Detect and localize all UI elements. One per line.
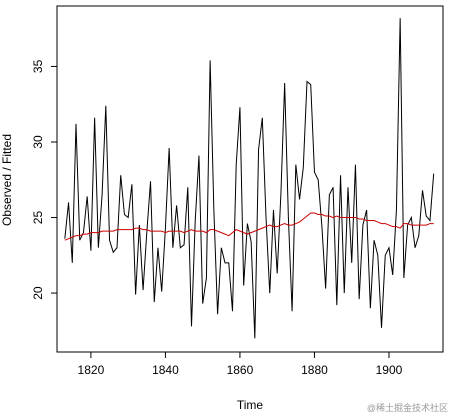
x-tick-label: 1860 — [227, 363, 254, 377]
x-axis-label: Time — [237, 398, 264, 412]
x-tick-label: 1880 — [301, 363, 328, 377]
y-tick-label: 20 — [31, 286, 45, 300]
series-line — [64, 18, 435, 339]
watermark: @稀土掘金技术社区 — [367, 402, 448, 413]
y-tick-label: 25 — [31, 211, 45, 225]
y-tick-label: 35 — [31, 59, 45, 73]
y-axis-label: Observed / Fitted — [0, 134, 14, 226]
y-tick-label: 30 — [31, 135, 45, 149]
plot-box — [56, 5, 444, 353]
series-line — [64, 212, 434, 241]
x-tick-label: 1820 — [78, 363, 105, 377]
x-tick-label: 1900 — [376, 363, 403, 377]
x-tick-label: 1840 — [152, 363, 179, 377]
